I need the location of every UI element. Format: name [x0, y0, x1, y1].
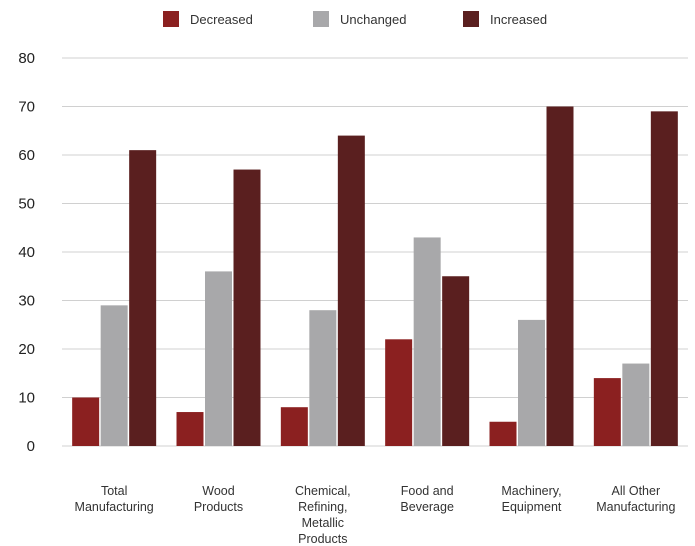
y-tick-label: 40 — [18, 244, 35, 261]
y-tick-label: 30 — [18, 293, 35, 310]
bar-decreased-5 — [593, 378, 621, 446]
legend-swatch-unchanged — [313, 11, 329, 27]
bar-decreased-1 — [176, 412, 204, 446]
legend-label-decreased: Decreased — [190, 12, 253, 27]
x-category-label: Machinery, Equipment — [501, 484, 562, 514]
x-category-line: Products — [298, 532, 347, 546]
bar-decreased-4 — [489, 421, 517, 446]
x-category-line: Equipment — [502, 500, 562, 514]
x-category-line: Refining, — [298, 500, 347, 514]
bar-unchanged-4 — [518, 319, 545, 446]
bar-unchanged-5 — [622, 363, 650, 446]
bar-increased-3 — [442, 276, 470, 446]
bar-unchanged-3 — [413, 237, 441, 446]
bar-increased-4 — [546, 106, 574, 446]
bar-unchanged-0 — [100, 305, 128, 446]
x-category-label: All Other Manufacturing — [596, 484, 675, 514]
x-category-label: Total Manufacturing — [75, 484, 154, 514]
x-category-line: Machinery, — [501, 484, 561, 498]
y-tick-label: 10 — [18, 390, 35, 407]
x-category-line: Total — [101, 484, 127, 498]
x-category-label: Food and Beverage — [400, 484, 454, 514]
legend-label-unchanged: Unchanged — [340, 12, 407, 27]
bar-increased-0 — [129, 150, 157, 446]
bar-decreased-0 — [72, 397, 100, 446]
legend-swatch-decreased — [163, 11, 179, 27]
bar-unchanged-2 — [309, 310, 337, 446]
legend-label-increased: Increased — [490, 12, 547, 27]
x-category-line: Manufacturing — [75, 500, 154, 514]
x-category-line: Beverage — [400, 500, 454, 514]
legend: Decreased Unchanged Increased — [163, 11, 547, 27]
bar-increased-5 — [650, 111, 678, 446]
x-category-line: Wood — [202, 484, 234, 498]
gridlines — [62, 57, 688, 447]
x-axis-labels: Total Manufacturing Wood Products Chemical, R… — [75, 484, 676, 546]
y-tick-label: 60 — [18, 147, 35, 164]
x-category-label: Wood Products — [194, 484, 243, 514]
legend-swatch-increased — [463, 11, 479, 27]
x-category-label: Chemical, Refining, Metallic Products — [295, 484, 351, 546]
bar-unchanged-1 — [205, 271, 232, 446]
x-category-line: All Other — [612, 484, 661, 498]
x-category-line: Products — [194, 500, 243, 514]
bars — [72, 106, 678, 447]
y-tick-label: 0 — [27, 438, 35, 455]
y-tick-label: 20 — [18, 341, 35, 358]
y-tick-label: 80 — [18, 50, 35, 67]
bar-increased-1 — [233, 169, 261, 447]
x-category-line: Metallic — [302, 516, 344, 530]
y-tick-label: 50 — [18, 196, 35, 213]
y-axis-ticks: 0 10 20 30 40 50 60 70 80 — [18, 50, 35, 455]
bar-increased-2 — [337, 135, 365, 446]
y-tick-label: 70 — [18, 99, 35, 116]
bar-decreased-3 — [385, 339, 413, 446]
x-category-line: Food and — [401, 484, 454, 498]
bar-decreased-2 — [280, 407, 308, 446]
x-category-line: Chemical, — [295, 484, 351, 498]
x-category-line: Manufacturing — [596, 500, 675, 514]
